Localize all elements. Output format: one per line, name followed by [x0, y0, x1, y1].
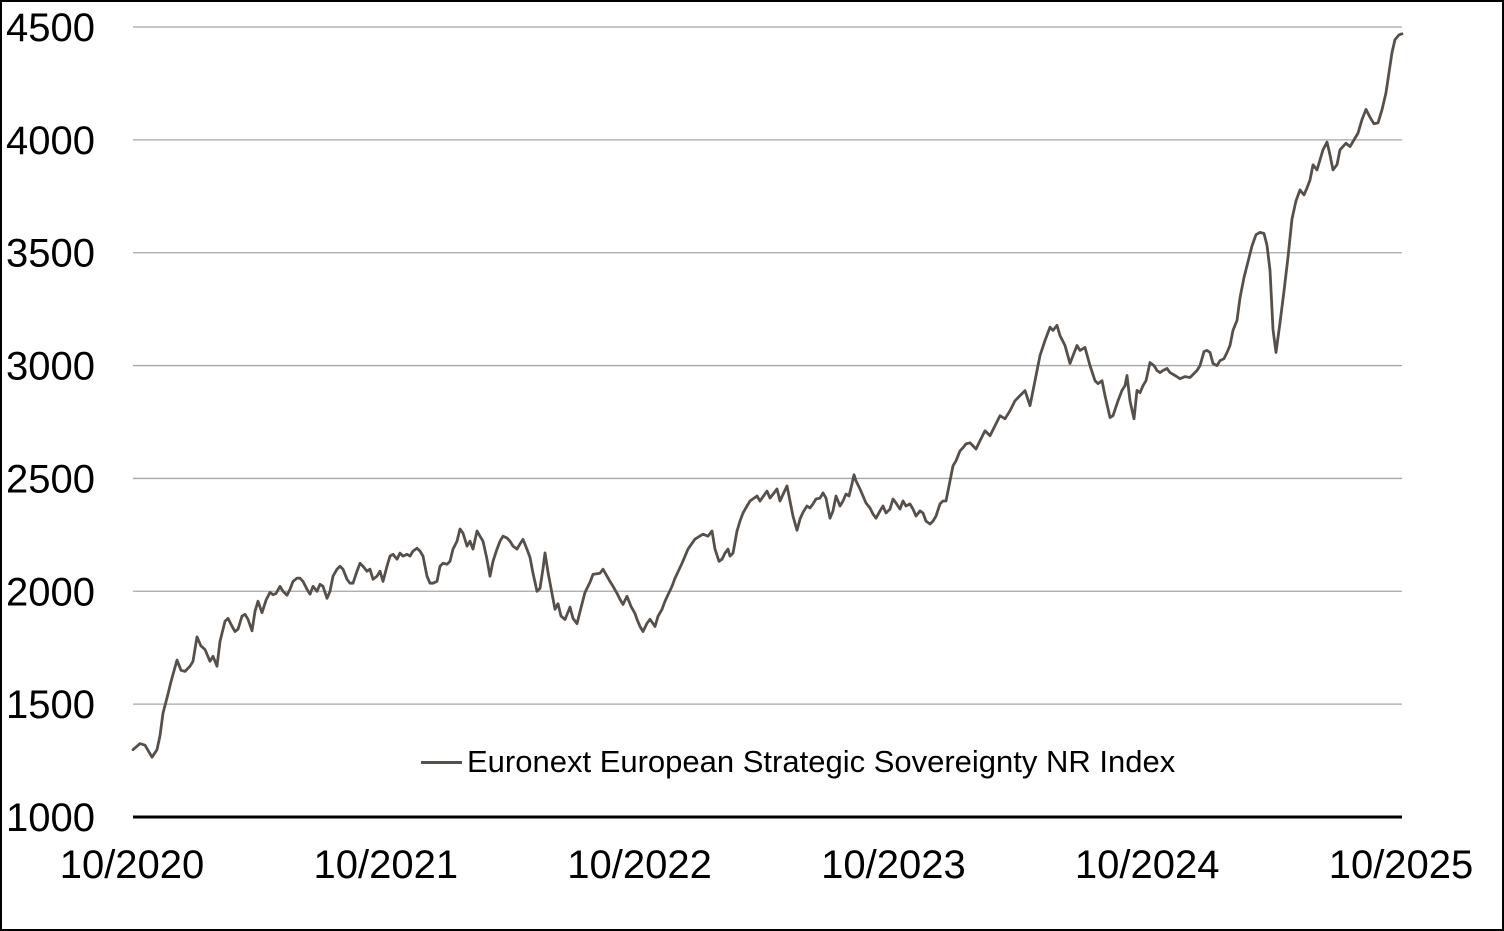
- x-axis-tick-label: 10/2023: [821, 843, 966, 887]
- x-axis-tick-label: 10/2024: [1075, 843, 1220, 887]
- series-line: [131, 32, 1404, 759]
- y-axis-tick-label: 3500: [6, 232, 95, 276]
- x-axis-tick-label: 10/2022: [567, 843, 712, 887]
- y-axis-tick-label: 2500: [6, 457, 95, 501]
- x-axis-tick-label: 10/2025: [1329, 843, 1474, 887]
- legend-line-marker-icon: [421, 760, 462, 764]
- y-axis-tick-label: 2000: [6, 570, 95, 614]
- y-axis-tick-label: 1500: [6, 683, 95, 727]
- legend-label: Euronext European Strategic Sovereignty …: [467, 744, 1176, 779]
- y-axis-tick-label: 4500: [6, 6, 95, 50]
- y-axis-tick-label: 1000: [6, 796, 95, 840]
- y-axis-tick-label: 4000: [6, 119, 95, 163]
- x-axis-tick-label: 10/2020: [60, 843, 205, 887]
- x-axis-tick-label: 10/2021: [314, 843, 459, 887]
- legend: Euronext European Strategic Sovereignty …: [421, 744, 1175, 780]
- y-axis-tick-label: 3000: [6, 345, 95, 389]
